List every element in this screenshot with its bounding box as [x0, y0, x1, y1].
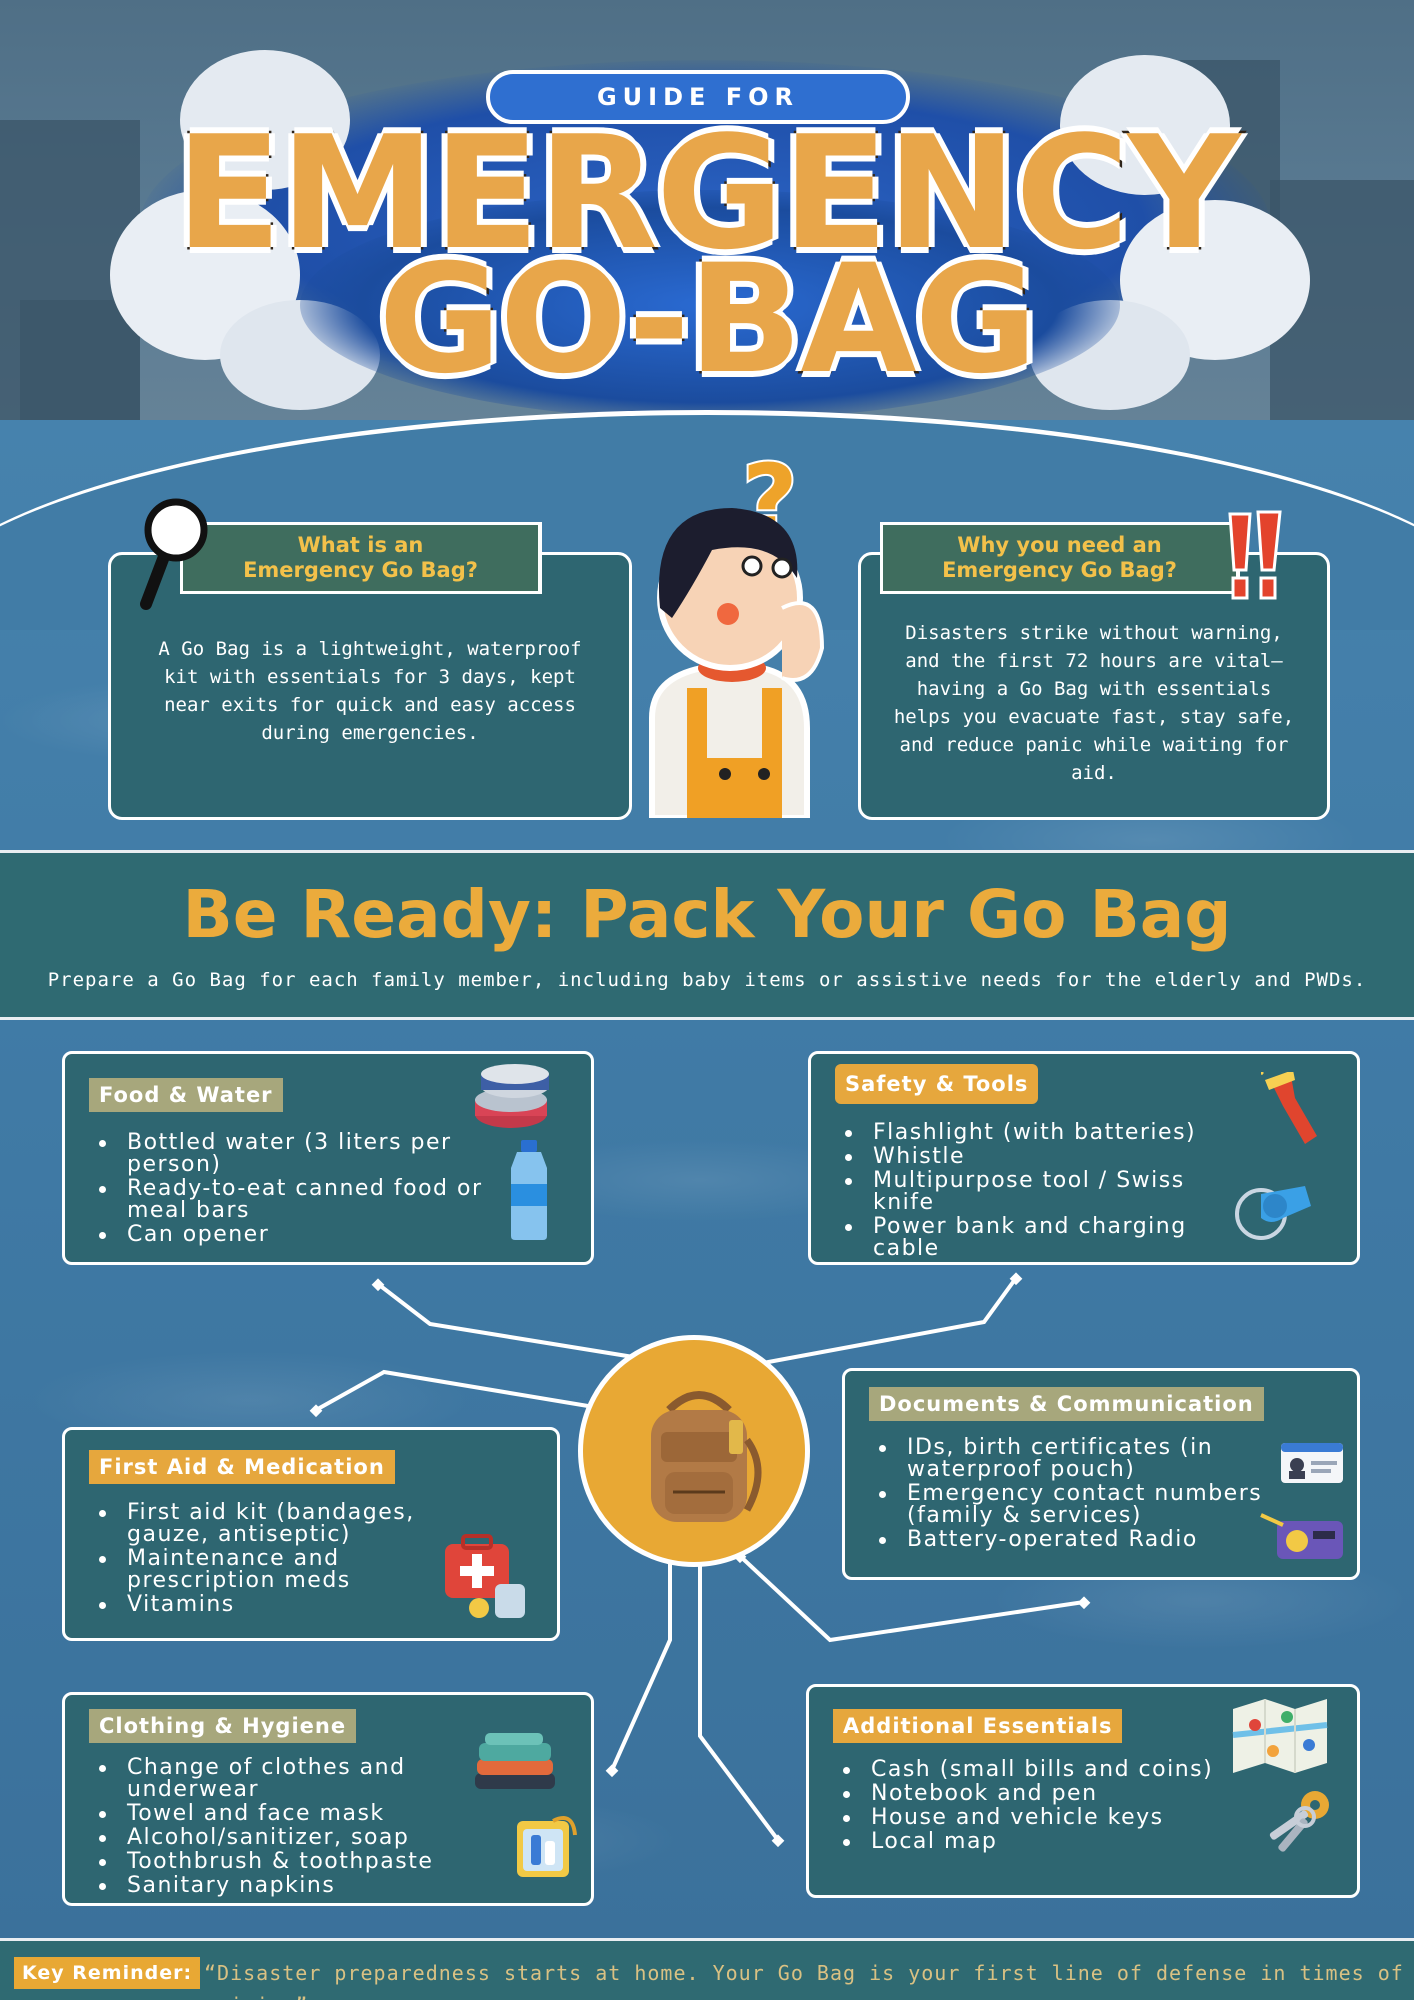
id-card-icon — [1279, 1441, 1345, 1485]
first-aid-item: First aid kit (bandages, gauze, antisept… — [99, 1502, 487, 1546]
map-icon — [1229, 1695, 1331, 1775]
why-heading-line2: Emergency Go Bag? — [942, 558, 1177, 582]
clothing-item: Change of clothes and underwear — [99, 1757, 487, 1801]
food-water-item: Can opener — [99, 1224, 487, 1246]
clothing-item: Alcohol/sanitizer, soap — [99, 1827, 487, 1849]
backpack-hub — [578, 1335, 810, 1567]
clothing-list: Change of clothes and underwear Towel an… — [99, 1757, 487, 1899]
safety-tools-item: Power bank and charging cable — [845, 1216, 1253, 1260]
why-card: Disasters strike without warning, and th… — [858, 552, 1330, 820]
food-water-item: Ready-to-eat canned food or meal bars — [99, 1178, 487, 1222]
key-reminder-label: Key Reminder: — [14, 1957, 201, 1989]
keys-icon — [1257, 1787, 1339, 1857]
why-heading-line1: Why you need an — [957, 533, 1162, 557]
safety-tools-item: Whistle — [845, 1146, 1253, 1168]
category-safety-tools: Safety & Tools Flashlight (with batterie… — [808, 1051, 1360, 1265]
radio-icon — [1257, 1511, 1347, 1563]
why-body: Disasters strike without warning, and th… — [893, 622, 1295, 784]
safety-tools-list: Flashlight (with batteries) Whistle Mult… — [845, 1122, 1253, 1262]
flashlight-icon — [1252, 1064, 1335, 1152]
additional-item: Notebook and pen — [843, 1783, 1271, 1805]
clothing-title: Clothing & Hygiene — [89, 1709, 357, 1743]
toiletry-bag-icon — [513, 1811, 579, 1881]
documents-list: IDs, birth certificates (in waterproof p… — [879, 1437, 1327, 1553]
clothing-item: Toothbrush & toothpaste — [99, 1851, 487, 1873]
category-additional-essentials: Additional Essentials Cash (small bills … — [806, 1684, 1360, 1898]
documents-item: IDs, birth certificates (in waterproof p… — [879, 1437, 1327, 1481]
documents-item: Battery-operated Radio — [879, 1529, 1327, 1551]
clothing-item: Towel and face mask — [99, 1803, 487, 1825]
whistle-icon — [1231, 1174, 1317, 1240]
key-reminder-text: “Disaster preparedness starts at home. Y… — [204, 1961, 1404, 2000]
category-first-aid: First Aid & Medication First aid kit (ba… — [62, 1427, 560, 1641]
clothes-stack-icon — [469, 1729, 561, 1793]
documents-item: Emergency contact numbers (family & serv… — [879, 1483, 1327, 1527]
additional-list: Cash (small bills and coins) Notebook an… — [843, 1759, 1271, 1855]
what-is-heading-line1: What is an — [297, 533, 424, 557]
magnifier-icon — [138, 496, 218, 616]
title-go-bag: GO-BAG — [376, 233, 1040, 407]
title-emergency: EMERGENCY — [173, 102, 1243, 284]
what-is-heading: What is an Emergency Go Bag? — [180, 522, 542, 594]
what-is-body: A Go Bag is a lightweight, waterproof ki… — [158, 638, 582, 744]
category-food-water: Food & Water Bottled water (3 liters per… — [62, 1051, 594, 1265]
what-is-heading-line2: Emergency Go Bag? — [243, 558, 478, 582]
category-documents-communication: Documents & Communication IDs, birth cer… — [842, 1368, 1360, 1580]
first-aid-list: First aid kit (bandages, gauze, antisept… — [99, 1502, 487, 1618]
exclamation-icon — [1224, 508, 1294, 608]
additional-title: Additional Essentials — [833, 1709, 1123, 1743]
first-aid-item: Maintenance and prescription meds — [99, 1548, 487, 1592]
clothing-item: Sanitary napkins — [99, 1875, 487, 1897]
pack-banner: Be Ready: Pack Your Go Bag Prepare a Go … — [0, 850, 1414, 1020]
safety-tools-title: Safety & Tools — [835, 1064, 1039, 1104]
food-water-title: Food & Water — [89, 1078, 283, 1112]
category-clothing-hygiene: Clothing & Hygiene Change of clothes and… — [62, 1692, 594, 1906]
additional-item: House and vehicle keys — [843, 1807, 1271, 1829]
food-water-list: Bottled water (3 liters per person) Read… — [99, 1132, 487, 1248]
safety-tools-item: Multipurpose tool / Swiss knife — [845, 1170, 1253, 1214]
why-heading: Why you need an Emergency Go Bag? — [880, 522, 1240, 594]
banner-subtitle: Prepare a Go Bag for each family member,… — [47, 969, 1367, 991]
first-aid-title: First Aid & Medication — [89, 1450, 395, 1484]
first-aid-kit-icon — [439, 1530, 535, 1626]
canned-food-icon — [471, 1064, 557, 1140]
safety-tools-item: Flashlight (with batteries) — [845, 1122, 1253, 1144]
key-reminder-footer: Key Reminder: “Disaster preparedness sta… — [0, 1938, 1414, 2000]
backpack-icon — [629, 1380, 769, 1530]
what-is-card: A Go Bag is a lightweight, waterproof ki… — [108, 552, 632, 820]
additional-item: Local map — [843, 1831, 1271, 1853]
food-water-item: Bottled water (3 liters per person) — [99, 1132, 487, 1176]
thinking-boy-illustration: ? — [592, 438, 852, 821]
guide-for-pill: GUIDE FOR — [486, 70, 910, 124]
banner-title: Be Ready: Pack Your Go Bag — [182, 876, 1232, 953]
water-bottle-icon — [501, 1138, 557, 1242]
first-aid-item: Vitamins — [99, 1594, 487, 1616]
additional-item: Cash (small bills and coins) — [843, 1759, 1271, 1781]
documents-title: Documents & Communication — [869, 1387, 1264, 1421]
